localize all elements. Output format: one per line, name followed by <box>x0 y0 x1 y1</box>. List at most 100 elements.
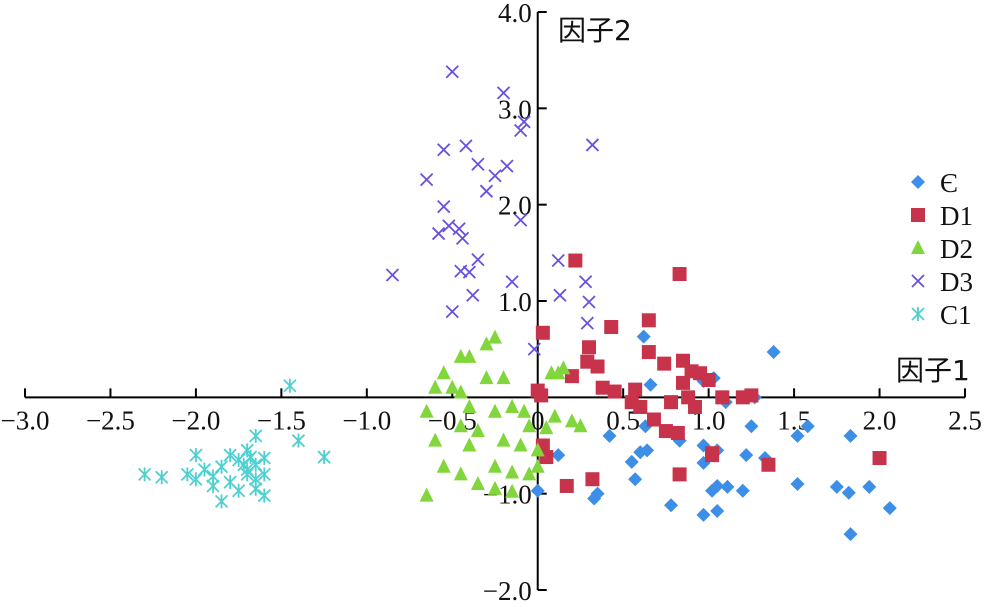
data-point <box>237 457 251 472</box>
data-point <box>505 483 520 498</box>
data-point <box>513 437 528 452</box>
data-point <box>670 425 685 440</box>
data-point <box>505 464 520 479</box>
data-point <box>705 446 720 461</box>
data-point <box>641 313 656 328</box>
legend-item: D3 <box>911 267 973 297</box>
data-point <box>551 253 565 268</box>
data-point <box>664 498 679 513</box>
data-point <box>595 380 610 395</box>
data-point <box>862 479 877 494</box>
data-point <box>636 329 651 344</box>
data-point <box>687 399 702 414</box>
y-axis-title: 因子2 <box>558 14 632 47</box>
data-point <box>585 138 600 152</box>
data-point <box>530 442 545 457</box>
data-point <box>559 478 574 493</box>
data-point <box>710 504 725 519</box>
data-point <box>522 466 537 481</box>
data-point <box>455 231 470 246</box>
data-point <box>452 222 466 236</box>
data-point <box>437 199 451 214</box>
data-point <box>790 428 805 443</box>
data-point <box>513 123 528 138</box>
data-point <box>428 432 443 447</box>
data-point <box>800 419 815 434</box>
x-tick-label: 2.5 <box>948 405 982 435</box>
y-tick-label: 2.0 <box>498 191 532 221</box>
data-point <box>843 527 858 542</box>
legend-label: D1 <box>940 201 973 231</box>
data-point <box>442 219 456 233</box>
data-point <box>739 448 754 463</box>
data-point <box>436 365 451 380</box>
data-point <box>453 466 468 481</box>
data-point <box>431 226 446 241</box>
data-point <box>471 252 485 267</box>
data-point <box>530 483 545 498</box>
data-point <box>705 483 720 498</box>
data-point <box>257 467 271 482</box>
data-point <box>436 458 451 473</box>
data-point <box>428 379 443 394</box>
data-point <box>744 419 759 434</box>
data-point <box>590 486 605 501</box>
data-point <box>453 384 468 399</box>
data-point <box>453 418 468 433</box>
data-point <box>522 418 537 433</box>
data-point <box>676 353 690 368</box>
data-point <box>496 86 511 100</box>
data-point <box>206 478 220 493</box>
data-point <box>551 448 566 463</box>
data-point <box>496 370 511 385</box>
data-point <box>445 65 459 79</box>
data-point <box>249 428 263 443</box>
data-point <box>556 360 571 375</box>
legend-label: C1 <box>940 300 972 330</box>
series-d2-points <box>419 329 588 502</box>
data-point <box>761 457 776 472</box>
data-point <box>155 470 169 485</box>
data-point <box>488 329 502 344</box>
legend-item: D2 <box>911 234 973 264</box>
x-tick-label: −1.5 <box>257 405 306 435</box>
data-point <box>604 320 619 335</box>
data-point <box>582 340 596 355</box>
data-point <box>547 408 562 423</box>
data-point <box>585 472 600 487</box>
data-point <box>720 479 735 494</box>
data-point <box>459 139 473 153</box>
y-tick-label: 1.0 <box>498 287 532 317</box>
data-point <box>283 378 297 393</box>
series-d1-points <box>530 253 887 493</box>
data-point <box>701 372 716 387</box>
data-point <box>696 507 711 522</box>
data-point <box>633 399 648 414</box>
data-point <box>553 288 567 302</box>
legend-item: C1 <box>911 300 972 330</box>
data-point <box>676 375 690 390</box>
legend-marker <box>911 240 925 254</box>
data-point <box>513 213 528 227</box>
data-point <box>257 488 271 503</box>
data-point <box>578 275 593 289</box>
data-point <box>291 433 306 448</box>
data-point <box>517 403 532 418</box>
data-point <box>744 388 759 403</box>
data-point <box>766 345 781 360</box>
data-point <box>640 443 655 458</box>
data-point <box>628 382 643 397</box>
data-point <box>419 403 434 418</box>
data-point <box>231 483 246 498</box>
data-point <box>445 379 460 394</box>
data-point <box>137 467 152 482</box>
data-point <box>573 418 588 433</box>
data-point <box>535 325 550 340</box>
data-point <box>882 501 897 516</box>
data-point <box>643 377 658 392</box>
data-point <box>568 253 583 268</box>
data-point <box>445 304 459 319</box>
data-point <box>189 472 203 487</box>
